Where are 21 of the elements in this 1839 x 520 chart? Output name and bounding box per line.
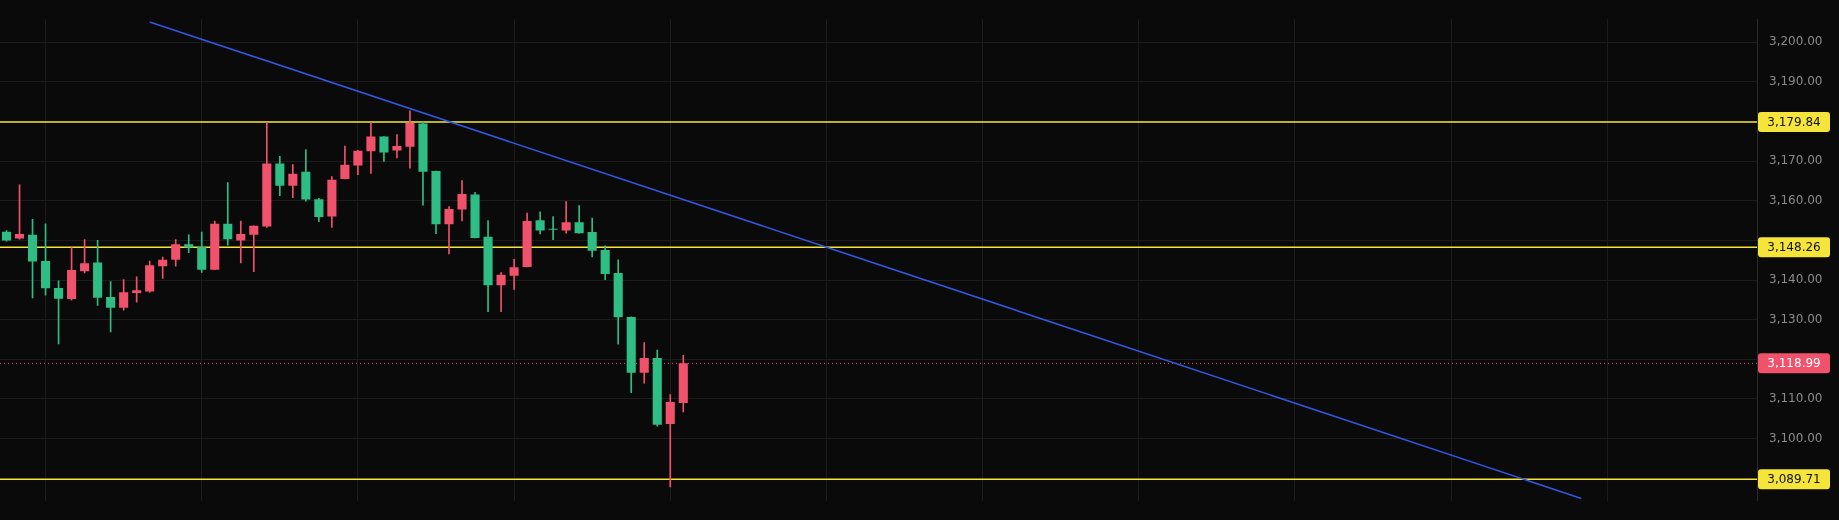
candlestick [496,272,506,313]
candlestick [665,394,675,488]
ref-line-label: 3,118.99 [1767,356,1821,371]
candlestick [561,201,571,234]
candlestick [236,220,246,264]
ref-line-label: 3,148.26 [1767,240,1821,255]
candlestick [223,182,233,246]
ref-line-label: 3,179.84 [1767,115,1821,130]
y-tick-label: 3,130.00 [1769,311,1823,326]
candlestick [184,234,194,253]
y-tick-label: 3,110.00 [1769,391,1823,406]
y-tick-label: 3,100.00 [1769,430,1823,445]
candlestick [249,225,259,273]
y-tick-label: 3,190.00 [1769,73,1823,88]
ref-line-label: 3,089.71 [1767,472,1821,487]
y-tick-label: 3,160.00 [1769,192,1823,207]
y-tick-label: 3,170.00 [1769,153,1823,168]
candlestick [392,134,402,159]
y-tick-label: 3,200.00 [1769,34,1823,49]
y-tick-label: 3,140.00 [1769,272,1823,287]
candlestick [548,216,558,240]
